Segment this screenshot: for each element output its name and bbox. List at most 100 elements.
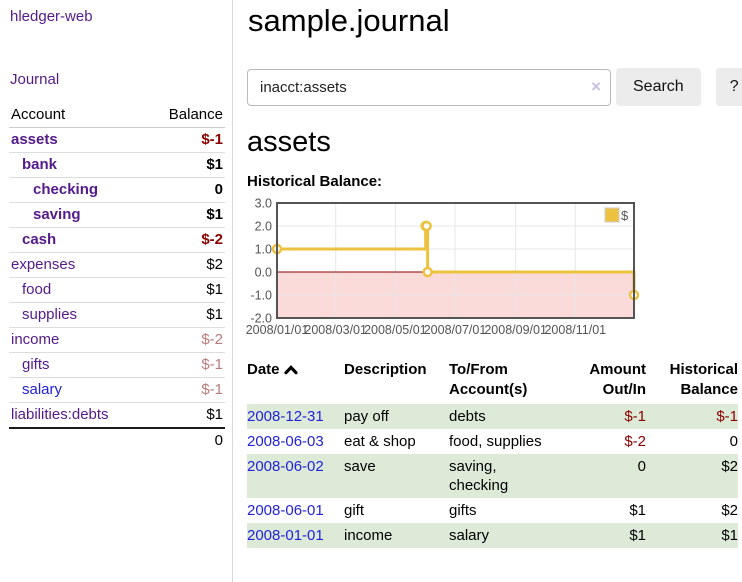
search-button[interactable]: Search <box>616 68 701 106</box>
account-balance: $1 <box>155 402 225 429</box>
transaction-accounts: gifts <box>449 502 477 519</box>
transaction-date-link[interactable]: 2008-01-01 <box>247 527 324 544</box>
date-header-label: Date <box>247 361 280 378</box>
accounts-column-header[interactable]: To/From Account(s) <box>449 361 528 398</box>
x-tick-label: 2008/07/01 <box>424 323 487 337</box>
sidebar-account-link[interactable]: assets <box>11 131 58 148</box>
x-tick-label: 2008/11/01 <box>544 323 606 337</box>
plot-border <box>276 202 635 319</box>
account-row: assets $-1 <box>9 127 225 153</box>
app-title-link[interactable]: hledger-web <box>10 8 93 25</box>
search-input-wrapper: × <box>247 68 611 106</box>
data-point-marker <box>421 220 432 232</box>
sidebar: hledger-web Journal Account Balance asse… <box>0 0 233 582</box>
transaction-description: gift <box>344 502 365 519</box>
transaction-amount: $1 <box>629 502 646 519</box>
account-row: liabilities:debts $1 <box>9 402 225 429</box>
account-balance: 0 <box>155 177 225 203</box>
main-content: sample.journal × Search ? assets Histori… <box>246 0 742 548</box>
y-tick-label: -2.0 <box>250 312 272 326</box>
transaction-amount: $-2 <box>624 433 646 450</box>
account-row: supplies $1 <box>9 302 225 328</box>
accounts-total-value: 0 <box>9 427 225 453</box>
transaction-date-link[interactable]: 2008-06-03 <box>247 433 324 450</box>
account-row: expenses $2 <box>9 252 225 278</box>
sidebar-account-link[interactable]: food <box>22 281 52 298</box>
sidebar-account-link[interactable]: expenses <box>11 256 76 273</box>
historical-balance-chart[interactable]: 3.0 2.0 1.0 0.0 -1.0 -2.02008/01/012008/03/01… <box>246 197 647 341</box>
account-balance: $1 <box>155 202 225 228</box>
y-tick-label: 1.0 <box>255 243 272 257</box>
transaction-date-link[interactable]: 2008-12-31 <box>247 408 324 425</box>
transaction-accounts: debts <box>449 408 486 425</box>
sidebar-account-link[interactable]: saving <box>33 206 81 223</box>
transaction-balance: $1 <box>721 527 738 544</box>
help-button[interactable]: ? <box>715 68 742 106</box>
y-tick-label: 0.0 <box>255 266 272 280</box>
x-tick-label: 2008/05/01 <box>364 323 427 337</box>
transaction-description: save <box>344 458 376 475</box>
account-balance: $-2 <box>155 327 225 353</box>
account-row: food $1 <box>9 277 225 303</box>
amount-column-header[interactable]: Amount Out/In <box>589 361 646 398</box>
date-column-header[interactable]: Date <box>247 358 344 404</box>
transaction-amount: 0 <box>637 458 646 475</box>
clear-search-icon[interactable]: × <box>591 76 601 96</box>
description-column-header[interactable]: Description <box>344 361 427 378</box>
table-row: 2008-06-03 eat & shop food, supplies $-2 0 <box>247 429 738 454</box>
legend-label: $ <box>621 208 629 223</box>
account-balance: $-1 <box>155 377 225 403</box>
y-tick-label: 2.0 <box>255 220 272 234</box>
account-column-header: Account <box>9 103 155 128</box>
table-row: 2008-01-01 income salary $1 $1 <box>247 523 738 548</box>
page-title: sample.journal <box>248 3 450 38</box>
table-row: 2008-12-31 pay off debts $-1 $-1 <box>247 404 738 429</box>
accounts-balance-table: Account Balance assets $-1 bank $1 checking 0… <box>9 103 225 453</box>
transaction-description: eat & shop <box>344 433 416 450</box>
transaction-description: pay off <box>344 408 389 425</box>
account-heading: assets <box>247 126 331 158</box>
y-tick-label: 3.0 <box>255 197 272 211</box>
account-balance: $2 <box>155 252 225 278</box>
balance-column-header: Balance <box>155 103 225 128</box>
register-header-row: Date Description To/From Account(s) Amou… <box>247 358 738 404</box>
account-balance: $-1 <box>155 352 225 378</box>
transaction-accounts: saving, checking <box>449 458 509 494</box>
account-balance: $1 <box>155 277 225 303</box>
sidebar-account-link[interactable]: gifts <box>22 356 50 373</box>
transaction-date-link[interactable]: 2008-06-01 <box>247 502 324 519</box>
sidebar-account-link[interactable]: income <box>11 331 60 348</box>
x-tick-label: 2008/01/01 <box>246 323 309 337</box>
account-row: salary $-1 <box>9 377 225 403</box>
search-form: × Search ? <box>247 68 742 106</box>
account-row: checking 0 <box>9 177 225 203</box>
search-input[interactable] <box>247 68 611 106</box>
transaction-balance: $-1 <box>716 408 738 425</box>
transaction-description: income <box>344 527 393 544</box>
transaction-accounts: salary <box>449 527 490 544</box>
account-balance: $-1 <box>155 127 225 153</box>
sidebar-account-link[interactable]: salary <box>22 381 63 398</box>
sidebar-account-link[interactable]: supplies <box>22 306 78 323</box>
sidebar-account-link[interactable]: liabilities:debts <box>11 406 109 423</box>
data-point-marker <box>422 266 433 278</box>
register-table: Date Description To/From Account(s) Amou… <box>247 358 738 548</box>
transaction-date-link[interactable]: 2008-06-02 <box>247 458 324 475</box>
account-balance: $1 <box>155 302 225 328</box>
sidebar-account-link[interactable]: cash <box>22 231 57 248</box>
x-tick-label: 2008/03/01 <box>304 323 367 337</box>
chart-heading: Historical Balance: <box>247 173 383 190</box>
account-balance: $1 <box>155 152 225 178</box>
sidebar-account-link[interactable]: bank <box>22 156 58 173</box>
accounts-total-row: 0 <box>9 427 225 453</box>
x-tick-label: 2008/09/01 <box>484 323 547 337</box>
account-row: bank $1 <box>9 152 225 178</box>
accounts-table-header-row: Account Balance <box>9 103 225 128</box>
transaction-accounts: food, supplies <box>449 433 542 450</box>
balance-column-header-main[interactable]: Historical Balance <box>669 361 738 398</box>
account-balance: $-2 <box>155 227 225 253</box>
transaction-balance: $2 <box>721 502 738 519</box>
sidebar-account-link[interactable]: checking <box>33 181 99 198</box>
transaction-balance: 0 <box>729 433 738 450</box>
sidebar-item-journal[interactable]: Journal <box>10 71 60 88</box>
